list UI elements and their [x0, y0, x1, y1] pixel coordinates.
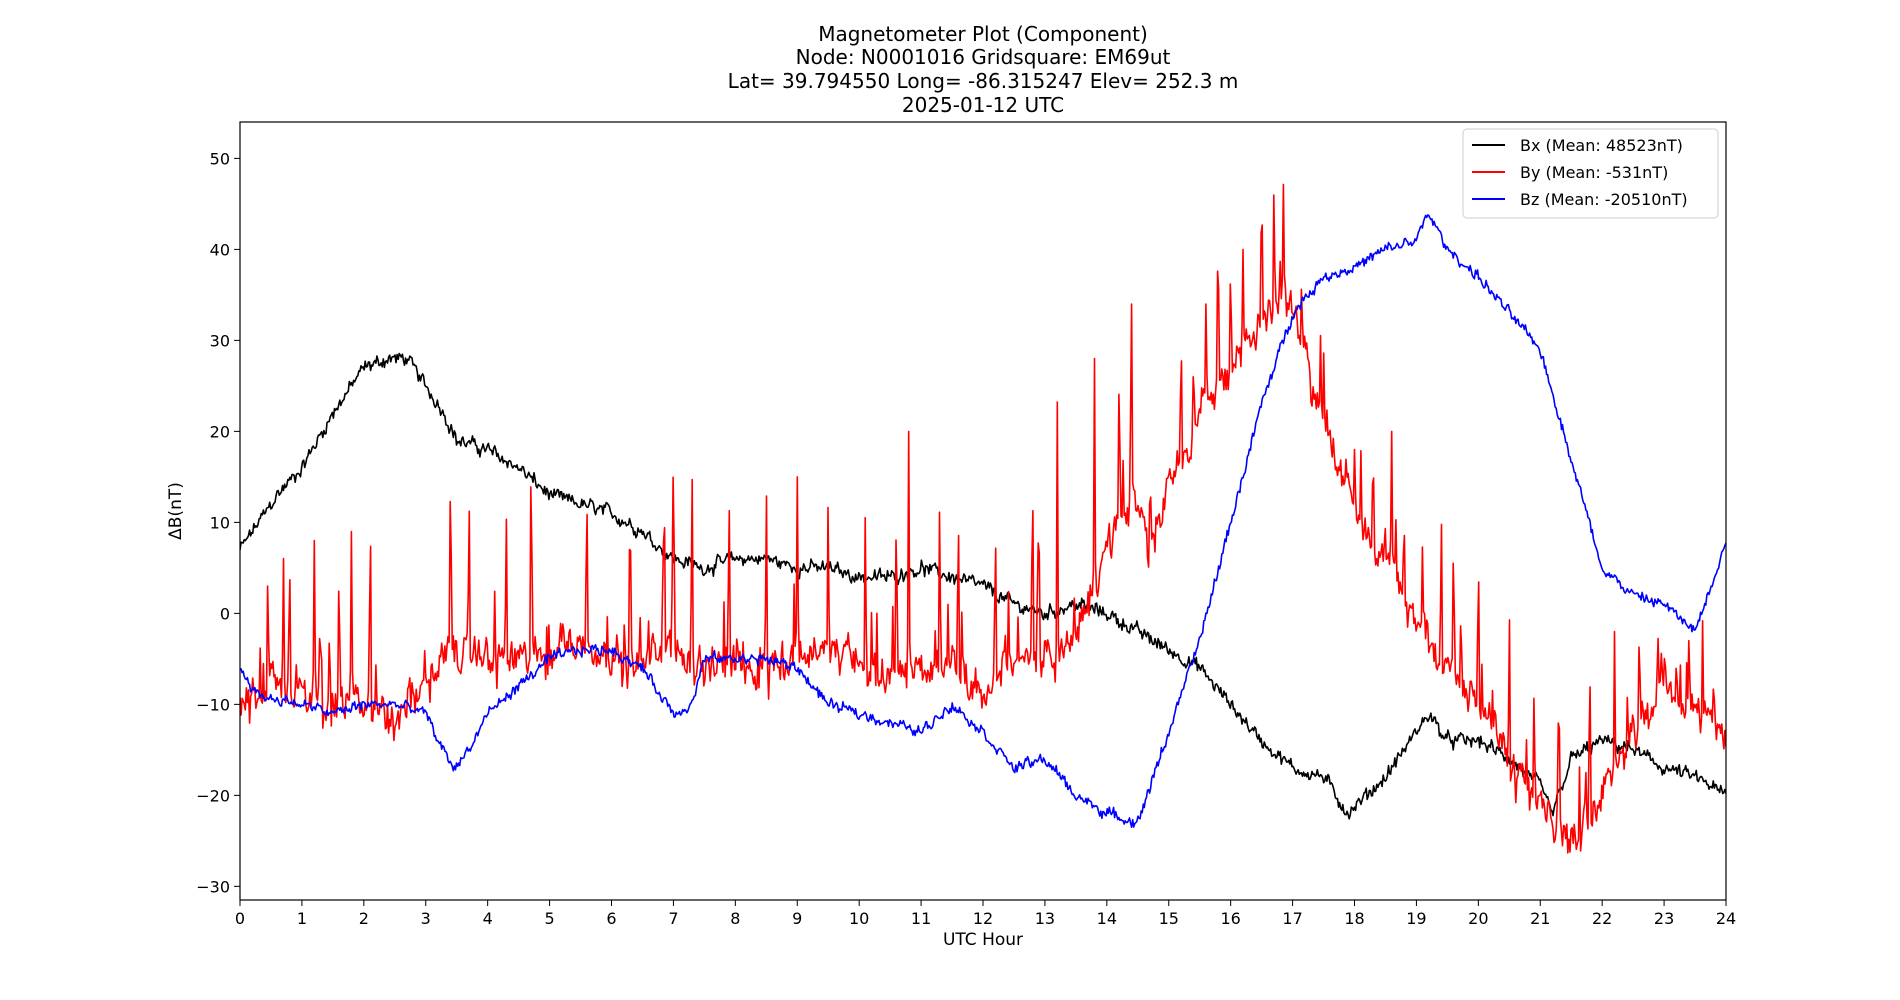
x-axis-label: UTC Hour	[943, 930, 1023, 950]
y-axis-ticks: −30 −20 −10 0 10 20 30 40 50	[196, 149, 240, 896]
x-tick-label: 12	[973, 909, 993, 928]
x-tick-label: 5	[544, 909, 554, 928]
title-line-2: Node: N0001016 Gridsquare: EM69ut	[796, 45, 1171, 69]
y-tick-label: 40	[210, 240, 230, 259]
x-tick-label: 0	[235, 909, 245, 928]
legend-label-by: By (Mean: -531nT)	[1520, 163, 1668, 182]
x-tick-label: 14	[1097, 909, 1117, 928]
y-tick-label: 30	[210, 331, 230, 350]
y-axis-label: ΔB(nT)	[166, 482, 186, 540]
y-tick-label: 10	[210, 513, 230, 532]
x-tick-label: 24	[1716, 909, 1736, 928]
x-tick-label: 7	[668, 909, 678, 928]
x-tick-label: 19	[1406, 909, 1426, 928]
legend-label-bz: Bz (Mean: -20510nT)	[1520, 190, 1688, 209]
x-tick-label: 21	[1530, 909, 1550, 928]
y-tick-label: 0	[220, 604, 230, 623]
x-tick-label: 10	[849, 909, 869, 928]
x-tick-label: 6	[606, 909, 616, 928]
x-tick-label: 18	[1344, 909, 1364, 928]
chart-title: Magnetometer Plot (Component) Node: N000…	[728, 22, 1239, 117]
x-tick-label: 1	[297, 909, 307, 928]
title-line-3: Lat= 39.794550 Long= -86.315247 Elev= 25…	[728, 69, 1239, 93]
x-axis-ticks: 0 1 2 3 4 5 6 7 8 9 10 11 12 13 14 15 16 17 18 19 20 21 22 23 24	[235, 900, 1736, 928]
legend-box	[1462, 128, 1719, 219]
x-tick-label: 22	[1592, 909, 1612, 928]
x-tick-label: 9	[792, 909, 802, 928]
title-line-1: Magnetometer Plot (Component)	[818, 22, 1148, 46]
y-tick-label: −30	[196, 877, 230, 896]
legend-label-bx: Bx (Mean: 48523nT)	[1520, 136, 1683, 155]
series-line-by	[240, 183, 1726, 854]
x-tick-label: 8	[730, 909, 740, 928]
legend: Bx (Mean: 48523nT) By (Mean: -531nT) Bz …	[1462, 128, 1719, 219]
series-line-bx	[240, 352, 1726, 820]
x-tick-label: 15	[1159, 909, 1179, 928]
y-tick-label: −10	[196, 695, 230, 714]
y-tick-label: −20	[196, 786, 230, 805]
series-line-bz	[240, 214, 1726, 829]
x-tick-label: 11	[911, 909, 931, 928]
y-tick-label: 20	[210, 422, 230, 441]
x-tick-label: 4	[483, 909, 493, 928]
x-tick-label: 3	[421, 909, 431, 928]
x-tick-label: 13	[1035, 909, 1055, 928]
x-tick-label: 2	[359, 909, 369, 928]
y-tick-label: 50	[210, 149, 230, 168]
title-line-4: 2025-01-12 UTC	[902, 93, 1064, 117]
x-tick-label: 20	[1468, 909, 1488, 928]
series-layer	[240, 183, 1726, 854]
x-tick-label: 17	[1282, 909, 1302, 928]
x-tick-label: 23	[1654, 909, 1674, 928]
x-tick-label: 16	[1220, 909, 1240, 928]
